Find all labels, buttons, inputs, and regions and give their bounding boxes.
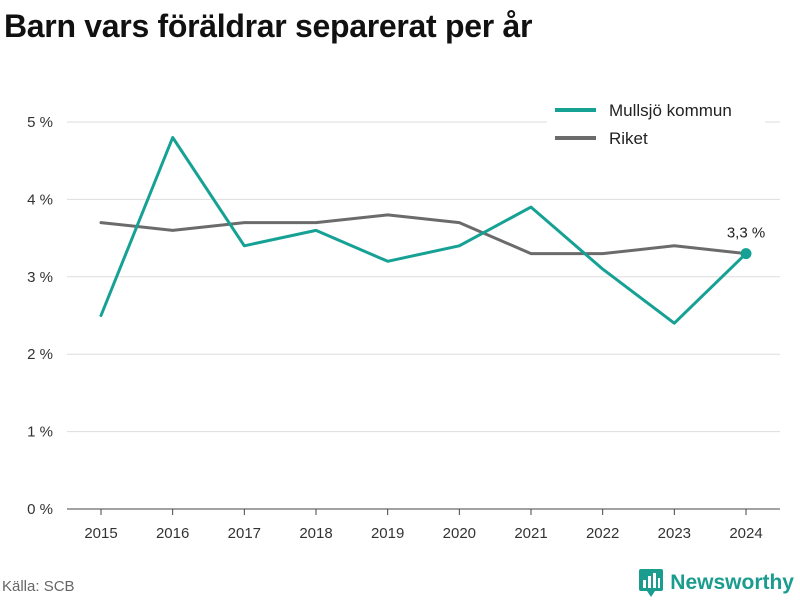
axes: 0 % 1 % 2 % 3 % 4 % 5 % 2015 2016 2017 2018 2019 20… [27, 114, 780, 542]
x-tick-label: 2019 [371, 525, 404, 542]
y-tick-label: 0 % [27, 501, 53, 518]
x-tick-label: 2022 [586, 525, 619, 542]
x-tick-label: 2015 [84, 525, 117, 542]
chart-title: Barn vars föräldrar separerat per år [4, 8, 533, 44]
y-tick-label: 1 % [27, 424, 53, 441]
legend: Mullsjö kommun Riket [547, 95, 765, 160]
legend-background [547, 95, 765, 160]
newsworthy-logo-icon [639, 569, 664, 597]
x-tick-label: 2023 [658, 525, 691, 542]
y-tick-label: 4 % [27, 191, 53, 208]
data-label: 3,3 % [727, 225, 765, 242]
y-tick-label: 3 % [27, 269, 53, 286]
series-lines [99, 136, 748, 325]
x-tick-label: 2021 [514, 525, 547, 542]
x-tick-label: 2024 [729, 525, 762, 542]
brand-name: Newsworthy [670, 571, 794, 594]
source-note: Källa: SCB [2, 578, 75, 595]
x-tick-label: 2020 [443, 525, 476, 542]
x-tick-label: 2017 [228, 525, 261, 542]
series-line-mullsjo-kommun [99, 136, 748, 325]
x-tick-label: 2016 [156, 525, 189, 542]
brand-logo: Newsworthy [638, 568, 794, 598]
series-line-riket [99, 213, 748, 256]
y-tick-label: 5 % [27, 114, 53, 131]
x-tick-label: 2018 [299, 525, 332, 542]
y-tick-label: 2 % [27, 346, 53, 363]
legend-label: Mullsjö kommun [609, 101, 732, 120]
data-point-marker [740, 248, 752, 260]
annotations: 3,3 % [727, 225, 765, 260]
legend-label: Riket [609, 129, 648, 148]
grid-lines [67, 121, 780, 433]
